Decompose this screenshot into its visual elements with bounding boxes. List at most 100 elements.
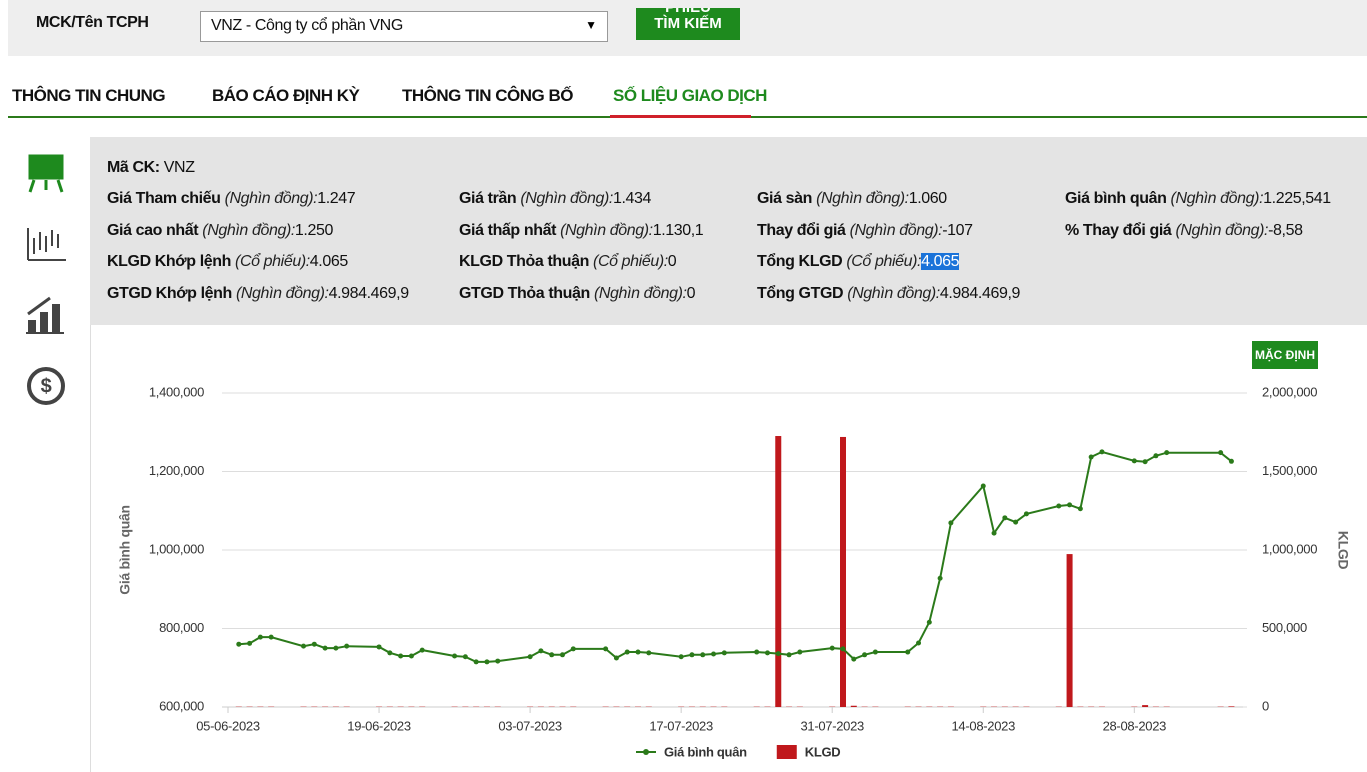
field-unit: (Nghìn đồng): [224,190,318,207]
point [613,655,619,661]
point [916,640,922,646]
field-unit: (Nghìn đồng): [816,190,909,207]
point [376,644,382,650]
point [1099,449,1105,455]
point [862,652,868,658]
search-button[interactable]: PHIẾU TÌM KIẾM [636,8,740,40]
point [484,659,490,665]
point [937,575,943,581]
button-text: TÌM KIẾM [654,15,722,32]
field-label: Giá sàn [757,190,813,207]
point [311,641,317,647]
point [452,653,458,659]
field-unit: (Nghìn đồng): [847,284,940,302]
point [1218,450,1224,456]
y2-tick-label: 1,000,000 [1262,541,1317,556]
field-label: Giá cao nhất [107,221,199,239]
point [1013,519,1019,525]
info-field: % Thay đổi giá (Nghìn đồng):-8,58 [1065,222,1303,240]
tab[interactable]: THÔNG TIN CHUNG [12,86,166,105]
point [1067,502,1073,508]
point [559,652,565,658]
field-unit: (Nghìn đồng): [593,284,687,302]
point [419,647,425,653]
field-label: GTGD Thỏa thuận [459,284,590,302]
field-value: 1.130,1 [652,221,704,239]
point [1088,454,1094,460]
point [538,648,544,654]
point [711,651,717,657]
info-field: Tổng KLGD (Cổ phiếu):4.065 [757,253,960,271]
point [635,649,641,655]
chart-border [90,325,91,772]
point [268,634,274,640]
info-field: Thay đổi giá (Nghìn đồng):-107 [757,222,973,240]
field-label: KLGD Khớp lệnh [107,253,231,270]
y-tick-label: 600,000 [159,698,204,713]
bar [850,705,857,707]
info-field: KLGD Khớp lệnh (Cổ phiếu):4.065 [107,253,348,271]
tab[interactable]: BÁO CÁO ĐỊNH KỲ [212,86,360,105]
point [387,650,393,656]
field-label: Giá bình quân [1065,190,1167,207]
select-text: VNZ - Công ty cổ phần VNG [211,17,403,34]
search-bar: MCK/Tên TCPH VNZ - Công ty cổ phần VNG ▼… [8,0,1367,56]
bar [1066,554,1073,707]
point [408,653,414,659]
point [236,641,242,647]
icon-growth[interactable] [26,296,64,334]
point [1164,450,1170,456]
svg-text:$: $ [41,375,52,397]
point [1131,458,1137,464]
y-tick-label: 1,400,000 [149,384,204,399]
field-unit: (Cổ phiếu): [235,253,310,270]
field-unit: (Nghìn đồng): [520,190,613,207]
field-unit: (Nghìn đồng): [849,221,943,239]
point [689,652,695,658]
field-unit: (Nghìn đồng): [202,221,295,239]
point [872,649,878,655]
field-value: 1.225,541 [1263,190,1331,207]
point [775,651,781,657]
x-tick-label: 14-08-2023 [952,718,1016,733]
info-field: Giá trần (Nghìn đồng):1.434 [459,190,651,208]
field-value: 1.247 [317,190,356,207]
point [840,646,846,652]
point [398,653,404,659]
field-unit: (Nghìn đồng): [235,284,329,302]
field-value: 1.060 [908,190,947,207]
x-tick-label: 05-06-2023 [196,718,260,733]
point [473,659,479,665]
point [247,640,253,646]
bar [1142,705,1149,707]
info-field: KLGD Thỏa thuận (Cổ phiếu):0 [459,253,677,271]
field-value: 4.065 [921,253,960,270]
field-unit: (Nghìn đồng): [1175,221,1269,239]
icon-candles[interactable] [27,228,66,261]
y2-tick-label: 0 [1262,698,1269,713]
stock-select[interactable]: VNZ - Công ty cổ phần VNG ▼ [200,11,608,42]
x-tick-label: 03-07-2023 [498,718,562,733]
point [603,646,609,652]
icon-dollar[interactable]: $ [27,367,65,405]
field-label: Giá Tham chiếu [107,190,221,207]
point [926,619,932,625]
field-label: Thay đổi giá [757,221,846,239]
tab-active[interactable]: SỐ LIỆU GIAO DỊCH [613,86,767,105]
field-label: GTGD Khớp lệnh [107,284,232,302]
icon-board[interactable] [28,154,64,193]
point [764,650,770,656]
reset-button[interactable]: MẶC ĐỊNH [1252,341,1318,369]
legend-label: Giá bình quân [664,744,747,759]
point [678,654,684,660]
field-unit: (Nghìn đồng): [560,221,653,239]
field-unit: (Nghìn đồng): [1170,190,1264,207]
point [1153,453,1159,459]
bar [1228,706,1235,707]
search-label: MCK/Tên TCPH [36,14,149,31]
tab[interactable]: THÔNG TIN CÔNG BỐ [402,86,573,105]
x-tick-label: 28-08-2023 [1103,718,1167,733]
point [570,646,576,652]
info-field: GTGD Khớp lệnh (Nghìn đồng):4.984.469,9 [107,285,409,303]
legend-label: KLGD [805,744,841,759]
